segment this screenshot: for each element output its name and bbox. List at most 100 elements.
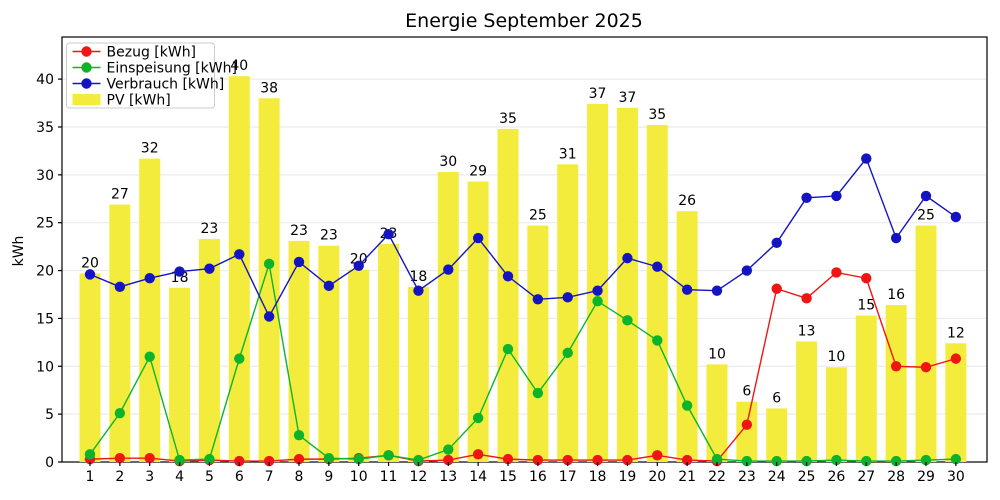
pv-bar-value-label: 23 bbox=[320, 228, 338, 244]
einspeisung-marker bbox=[890, 455, 902, 467]
pv-bar bbox=[109, 204, 131, 462]
verbrauch-marker bbox=[711, 285, 723, 296]
pv-bar bbox=[646, 125, 668, 463]
verbrauch-marker bbox=[771, 237, 782, 248]
x-tick-label: 20 bbox=[648, 469, 666, 485]
einspeisung-marker bbox=[293, 429, 305, 441]
bezug-marker bbox=[681, 454, 693, 466]
einspeisung-marker bbox=[622, 315, 633, 326]
verbrauch-marker bbox=[890, 232, 902, 244]
x-tick-label: 27 bbox=[857, 469, 875, 485]
pv-bar-value-label: 23 bbox=[290, 223, 308, 239]
verbrauch-marker bbox=[681, 284, 693, 295]
bezug-marker bbox=[562, 454, 573, 466]
x-tick-label: 3 bbox=[145, 469, 154, 485]
x-tick-label: 28 bbox=[887, 469, 905, 485]
verbrauch-marker bbox=[622, 252, 633, 264]
einspeisung-marker bbox=[383, 450, 394, 461]
pv-bar-value-label: 15 bbox=[857, 298, 875, 314]
pv-bar bbox=[228, 76, 250, 463]
pv-bar bbox=[407, 286, 429, 462]
x-tick-label: 13 bbox=[439, 469, 457, 485]
einspeisung-legend-marker bbox=[81, 62, 92, 73]
verbrauch-marker bbox=[861, 153, 872, 164]
einspeisung-marker bbox=[741, 455, 753, 467]
bezug-marker bbox=[652, 450, 663, 461]
pv-bar-value-label: 18 bbox=[410, 269, 428, 285]
x-axis-ticks: 1 2 3 4 5 6 7 8 9 10 11 12 13 14 15 16 17 18 19 20 21 22 23 24 2… bbox=[86, 462, 965, 485]
pv-bar-value-label: 12 bbox=[947, 325, 965, 341]
pv-bar-value-label: 10 bbox=[828, 349, 846, 365]
bezug-marker bbox=[443, 454, 454, 466]
verbrauch-marker bbox=[293, 256, 305, 268]
pv-bar bbox=[318, 245, 340, 462]
x-tick-label: 30 bbox=[947, 469, 965, 485]
bezug-marker bbox=[920, 362, 932, 373]
bezug-marker bbox=[144, 452, 155, 464]
x-tick-label: 12 bbox=[410, 469, 428, 485]
legend-label: Bezug [kWh] bbox=[107, 45, 197, 61]
einspeisung-marker bbox=[592, 295, 603, 307]
verbrauch-marker bbox=[84, 269, 96, 280]
x-tick-label: 24 bbox=[768, 469, 786, 485]
verbrauch-marker bbox=[114, 281, 126, 293]
x-tick-label: 16 bbox=[529, 469, 547, 485]
pv-bar bbox=[587, 104, 609, 462]
verbrauch-marker bbox=[562, 292, 573, 303]
legend-label: Einspeisung [kWh] bbox=[107, 61, 237, 77]
pv-bar bbox=[885, 305, 907, 462]
bezug-marker bbox=[950, 353, 962, 364]
einspeisung-marker bbox=[144, 351, 155, 362]
bezug-marker bbox=[532, 454, 544, 466]
bezug-marker bbox=[293, 453, 305, 465]
pv-bar bbox=[945, 343, 967, 462]
bezug-marker bbox=[771, 283, 782, 294]
einspeisung-marker bbox=[652, 335, 663, 346]
pv-bar-value-label: 30 bbox=[439, 154, 457, 170]
pv-bar-value-label: 25 bbox=[917, 208, 935, 224]
x-tick-label: 23 bbox=[738, 469, 756, 485]
pv-bar bbox=[796, 341, 818, 462]
einspeisung-marker bbox=[681, 400, 693, 411]
pv-bar bbox=[467, 181, 489, 463]
einspeisung-marker bbox=[84, 449, 96, 460]
bezug-marker bbox=[114, 452, 126, 464]
pv-bar-value-label: 32 bbox=[141, 141, 159, 157]
verbrauch-marker bbox=[234, 249, 245, 260]
pv-bar bbox=[766, 408, 788, 462]
pv-bar-value-label: 26 bbox=[678, 193, 696, 209]
x-tick-label: 11 bbox=[380, 469, 398, 485]
y-axis-label: kWh bbox=[11, 236, 27, 267]
pv-bar bbox=[855, 315, 877, 462]
verbrauch-marker bbox=[652, 261, 663, 272]
pv-bar-value-label: 40 bbox=[230, 58, 248, 74]
x-tick-label: 26 bbox=[828, 469, 846, 485]
pv-bars bbox=[79, 76, 967, 463]
y-tick-label: 30 bbox=[36, 168, 54, 184]
bezug-marker bbox=[741, 419, 753, 430]
y-tick-label: 15 bbox=[36, 311, 54, 327]
einspeisung-marker bbox=[532, 387, 544, 399]
bezug-marker bbox=[263, 455, 275, 467]
pv-bar bbox=[706, 364, 728, 462]
bezug-marker bbox=[622, 454, 633, 466]
legend-item-verbrauch: Verbrauch [kWh] bbox=[72, 77, 224, 93]
pv-bar-value-label: 20 bbox=[81, 255, 99, 271]
x-tick-label: 9 bbox=[324, 469, 333, 485]
verbrauch-marker bbox=[263, 311, 275, 322]
legend: Bezug [kWh]Einspeisung [kWh]Verbrauch [k… bbox=[66, 42, 237, 109]
bezug-marker bbox=[502, 453, 514, 465]
einspeisung-marker bbox=[801, 455, 812, 467]
verbrauch-marker bbox=[502, 271, 514, 282]
pv-bar bbox=[258, 98, 280, 462]
bezug-marker bbox=[801, 293, 812, 304]
verbrauch-legend-marker bbox=[81, 78, 92, 89]
pv-bar-value-label: 37 bbox=[589, 86, 607, 102]
legend-item-bezug: Bezug [kWh] bbox=[72, 45, 197, 61]
pv-bar-value-label: 6 bbox=[742, 384, 751, 400]
pv-bar-value-label: 13 bbox=[798, 323, 816, 339]
pv-bar-value-label: 35 bbox=[499, 111, 517, 127]
bezug-series bbox=[84, 267, 962, 467]
x-tick-label: 5 bbox=[205, 469, 214, 485]
